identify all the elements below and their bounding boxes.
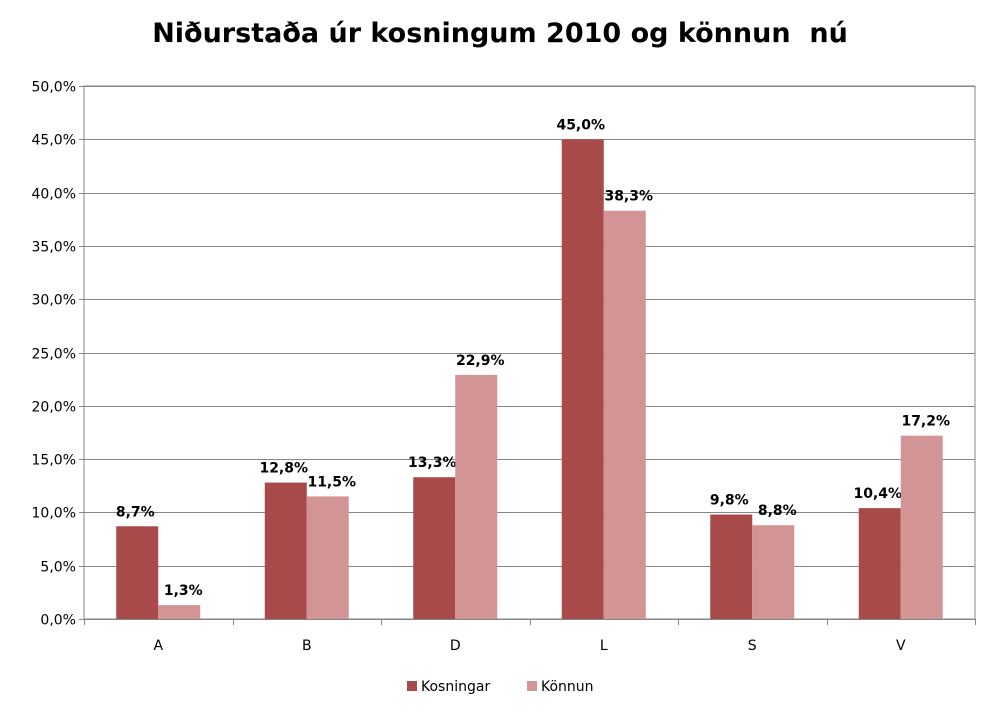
bar-kosningar-b: [264, 482, 307, 619]
bar-könnun-d: [455, 374, 498, 619]
x-tick-label: V: [896, 638, 906, 654]
data-label: 10,4%: [853, 486, 902, 502]
data-label: 8,7%: [116, 504, 155, 520]
data-label: 12,8%: [259, 461, 308, 477]
y-tick-label: 25,0%: [32, 347, 76, 363]
y-tick-label: 30,0%: [32, 293, 76, 309]
x-tick-label: L: [600, 638, 608, 654]
data-label: 17,2%: [901, 414, 950, 430]
y-tick-label: 50,0%: [32, 80, 76, 96]
y-tick-label: 45,0%: [32, 133, 76, 149]
legend-swatch: [407, 681, 417, 691]
bar-könnun-v: [900, 435, 943, 619]
y-tick-label: 15,0%: [32, 453, 76, 469]
bar-kosningar-a: [116, 526, 159, 619]
bar-kosningar-v: [858, 508, 901, 619]
data-label: 13,3%: [408, 455, 457, 471]
bar-kosningar-s: [710, 514, 753, 619]
x-tick-label: D: [450, 638, 461, 654]
bar-könnun-l: [603, 210, 646, 620]
bar-könnun-a: [158, 605, 201, 619]
bar-könnun-s: [752, 525, 795, 619]
legend-label: Kosningar: [421, 679, 490, 695]
plot-area: [83, 85, 976, 620]
x-tick-label: A: [153, 638, 163, 654]
y-tick-label: 20,0%: [32, 400, 76, 416]
y-tick-label: 35,0%: [32, 240, 76, 256]
x-tick-label: S: [748, 638, 757, 654]
bar-könnun-b: [306, 496, 349, 619]
data-label: 38,3%: [604, 189, 653, 205]
chart-title: Niðurstaða úr kosningum 2010 og könnun n…: [152, 18, 848, 49]
bar-kosningar-l: [561, 139, 604, 620]
y-tick-label: 0,0%: [40, 613, 76, 629]
data-label: 1,3%: [164, 583, 203, 599]
data-label: 9,8%: [710, 493, 749, 509]
x-tick-label: B: [302, 638, 312, 654]
y-tick-label: 5,0%: [40, 560, 76, 576]
bar-kosningar-d: [413, 477, 456, 619]
legend-swatch: [527, 681, 537, 691]
y-tick-label: 10,0%: [32, 506, 76, 522]
y-tick-label: 40,0%: [32, 187, 76, 203]
data-label: 22,9%: [456, 353, 505, 369]
data-label: 8,8%: [758, 503, 797, 519]
legend-label: Könnun: [541, 679, 594, 695]
data-label: 45,0%: [556, 117, 605, 133]
data-label: 11,5%: [307, 474, 356, 490]
